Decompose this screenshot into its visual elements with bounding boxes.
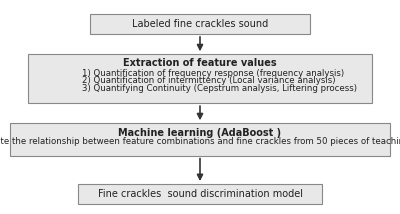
Text: 3) Quantifying Continuity (Cepstrum analysis, Liftering process): 3) Quantifying Continuity (Cepstrum anal… <box>82 84 358 93</box>
FancyBboxPatch shape <box>90 14 310 34</box>
Text: Fine crackles  sound discrimination model: Fine crackles sound discrimination model <box>98 189 302 199</box>
FancyBboxPatch shape <box>28 54 372 103</box>
Text: Machine learning (AdaBoost ): Machine learning (AdaBoost ) <box>118 128 282 138</box>
Text: Labeled fine crackles sound: Labeled fine crackles sound <box>132 19 268 29</box>
Text: Calculate the relationship between feature combinations and fine crackles from 5: Calculate the relationship between featu… <box>0 137 400 146</box>
Text: 1) Quantification of frequency response (frequency analysis): 1) Quantification of frequency response … <box>82 69 344 78</box>
FancyBboxPatch shape <box>78 184 322 204</box>
FancyBboxPatch shape <box>10 123 390 156</box>
Text: 2) Quantification of intermittency (Local variance analysis): 2) Quantification of intermittency (Loca… <box>82 76 336 85</box>
Text: Extraction of feature values: Extraction of feature values <box>123 58 277 68</box>
